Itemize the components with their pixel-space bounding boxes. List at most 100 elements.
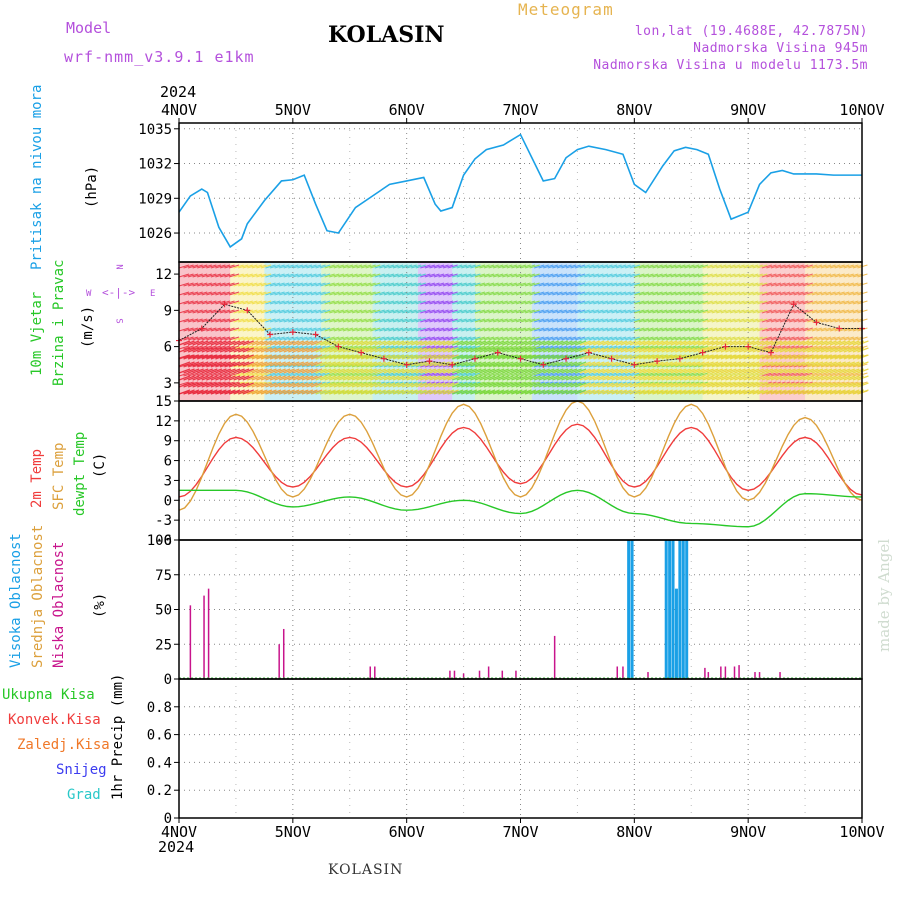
wind-barb-1008	[483, 291, 495, 296]
wind-barb-2526	[333, 368, 346, 374]
wind-barb-2659	[411, 347, 423, 353]
wind-barb-3360	[807, 382, 819, 388]
wind-barb-420	[306, 264, 317, 269]
wind-barb-3256	[747, 382, 760, 388]
wind-barb-2839	[511, 375, 523, 381]
credit-label: made by Angel	[875, 538, 893, 652]
wind-barb-680	[383, 309, 395, 314]
wind-barb-1294	[570, 300, 581, 305]
wind-barb-2514	[329, 340, 341, 346]
wind-barb-1672	[684, 327, 695, 332]
wind-barb-3128	[675, 382, 687, 388]
wind-barb-2057	[802, 282, 813, 287]
wind-barb-2760	[465, 382, 478, 388]
wind-barb-3216	[725, 382, 737, 388]
wind-barb-3388	[825, 354, 837, 360]
wind-barb-1380	[597, 264, 609, 269]
wind-barb-214	[242, 300, 253, 305]
wind-barb-2473	[301, 389, 314, 395]
wind-barb-2390	[256, 368, 268, 374]
wind-barb-197	[238, 282, 249, 287]
wind-barb-1293	[570, 291, 581, 296]
wind-barb-122	[215, 282, 226, 287]
wind-barb-3281	[761, 389, 774, 395]
wind-barb-3363	[811, 347, 824, 353]
wind-barb-2986	[597, 340, 610, 346]
wind-barb-2017	[789, 327, 800, 332]
wind-barb-968	[470, 336, 481, 341]
wind-speed-point-8	[358, 349, 365, 356]
wind-barb-2474	[306, 340, 318, 346]
wind-barb-2628	[392, 354, 405, 360]
wind-barb-571	[351, 273, 363, 278]
wind-barb-2136	[825, 318, 836, 323]
wind-barb-1290	[570, 264, 581, 269]
wind-barb-1461	[620, 318, 631, 323]
wind-barb-1807	[725, 327, 736, 332]
wind-barb-1878	[748, 291, 759, 296]
wind-barb-1718	[697, 336, 709, 341]
wind-barb-3313	[779, 389, 792, 395]
wind-barb-2780	[479, 354, 491, 360]
wind-barb-2131	[825, 273, 836, 278]
wind-barb-531	[338, 318, 349, 323]
wind-barb-2750	[461, 368, 473, 374]
wind-barb-2043	[798, 291, 809, 296]
wind-barb-1133	[520, 336, 531, 341]
wind-barb-693	[388, 291, 399, 296]
wind-barb-3432	[848, 382, 860, 388]
wind-barb-94	[206, 300, 217, 305]
wind-barb-2584	[365, 382, 377, 388]
wind-barb-1186	[538, 273, 549, 278]
wind-barb-2400	[260, 382, 273, 388]
wind-barb-2999	[602, 375, 614, 381]
wind-barb-636	[370, 318, 381, 323]
wind-barb-2162	[834, 282, 845, 287]
wind-barb-638	[370, 336, 381, 341]
wind-barb-2430	[278, 368, 291, 374]
wind-barb-1967	[775, 282, 786, 287]
wind-barb-2018	[789, 336, 800, 341]
wind-barb-1339	[584, 300, 595, 305]
wind-barb-3421	[843, 361, 855, 367]
wind-barb-495	[329, 264, 340, 269]
wind-barb-1820	[729, 309, 741, 314]
wind-barb-1652	[679, 282, 691, 287]
wind-barb-2946	[574, 340, 587, 346]
cloud-high-bar-1	[630, 540, 634, 679]
wind-barb-2616	[383, 382, 396, 388]
wind-barb-1388	[597, 336, 609, 341]
wind-barb-2133	[825, 291, 836, 296]
wind-barb-544	[342, 300, 354, 305]
wind-barb-3075	[647, 347, 660, 353]
wind-barb-575	[351, 309, 363, 314]
wind-barb-91	[206, 273, 217, 278]
wind-barb-3348	[802, 354, 815, 360]
wind-barb-2794	[488, 340, 500, 346]
wind-barb-2316	[215, 354, 227, 360]
wind-barb-2889	[538, 389, 550, 395]
wind-barb-183	[233, 291, 244, 296]
wind-barb-186	[233, 318, 244, 323]
wind-barb-3353	[802, 389, 815, 395]
wind-barb-2871	[529, 375, 541, 381]
wind-barb-38	[187, 336, 199, 341]
wind-barb-2540	[342, 354, 355, 360]
wind-barb-2938	[570, 340, 582, 346]
wind-barb-3358	[807, 368, 819, 374]
wind-barb-143	[219, 336, 231, 341]
wind-barb-1058	[497, 336, 508, 341]
wind-barb-3317	[784, 361, 796, 367]
wind-barb-3254	[747, 368, 760, 374]
wind-barb-2676	[420, 354, 432, 360]
wind-barb-2073	[807, 291, 818, 296]
wind-barb-141	[219, 318, 231, 323]
wind-barb-3378	[820, 340, 833, 346]
wind-barb-2275	[192, 347, 204, 353]
wind-barb-2965	[584, 361, 596, 367]
wind-barb-2040	[798, 264, 809, 269]
wind-barb-317	[274, 282, 285, 287]
xtick-label-bottom-5: 9NOV	[730, 823, 766, 841]
cloud-label-high: Visoka Oblacnost	[8, 533, 24, 668]
wind-barb-1163	[529, 336, 540, 341]
